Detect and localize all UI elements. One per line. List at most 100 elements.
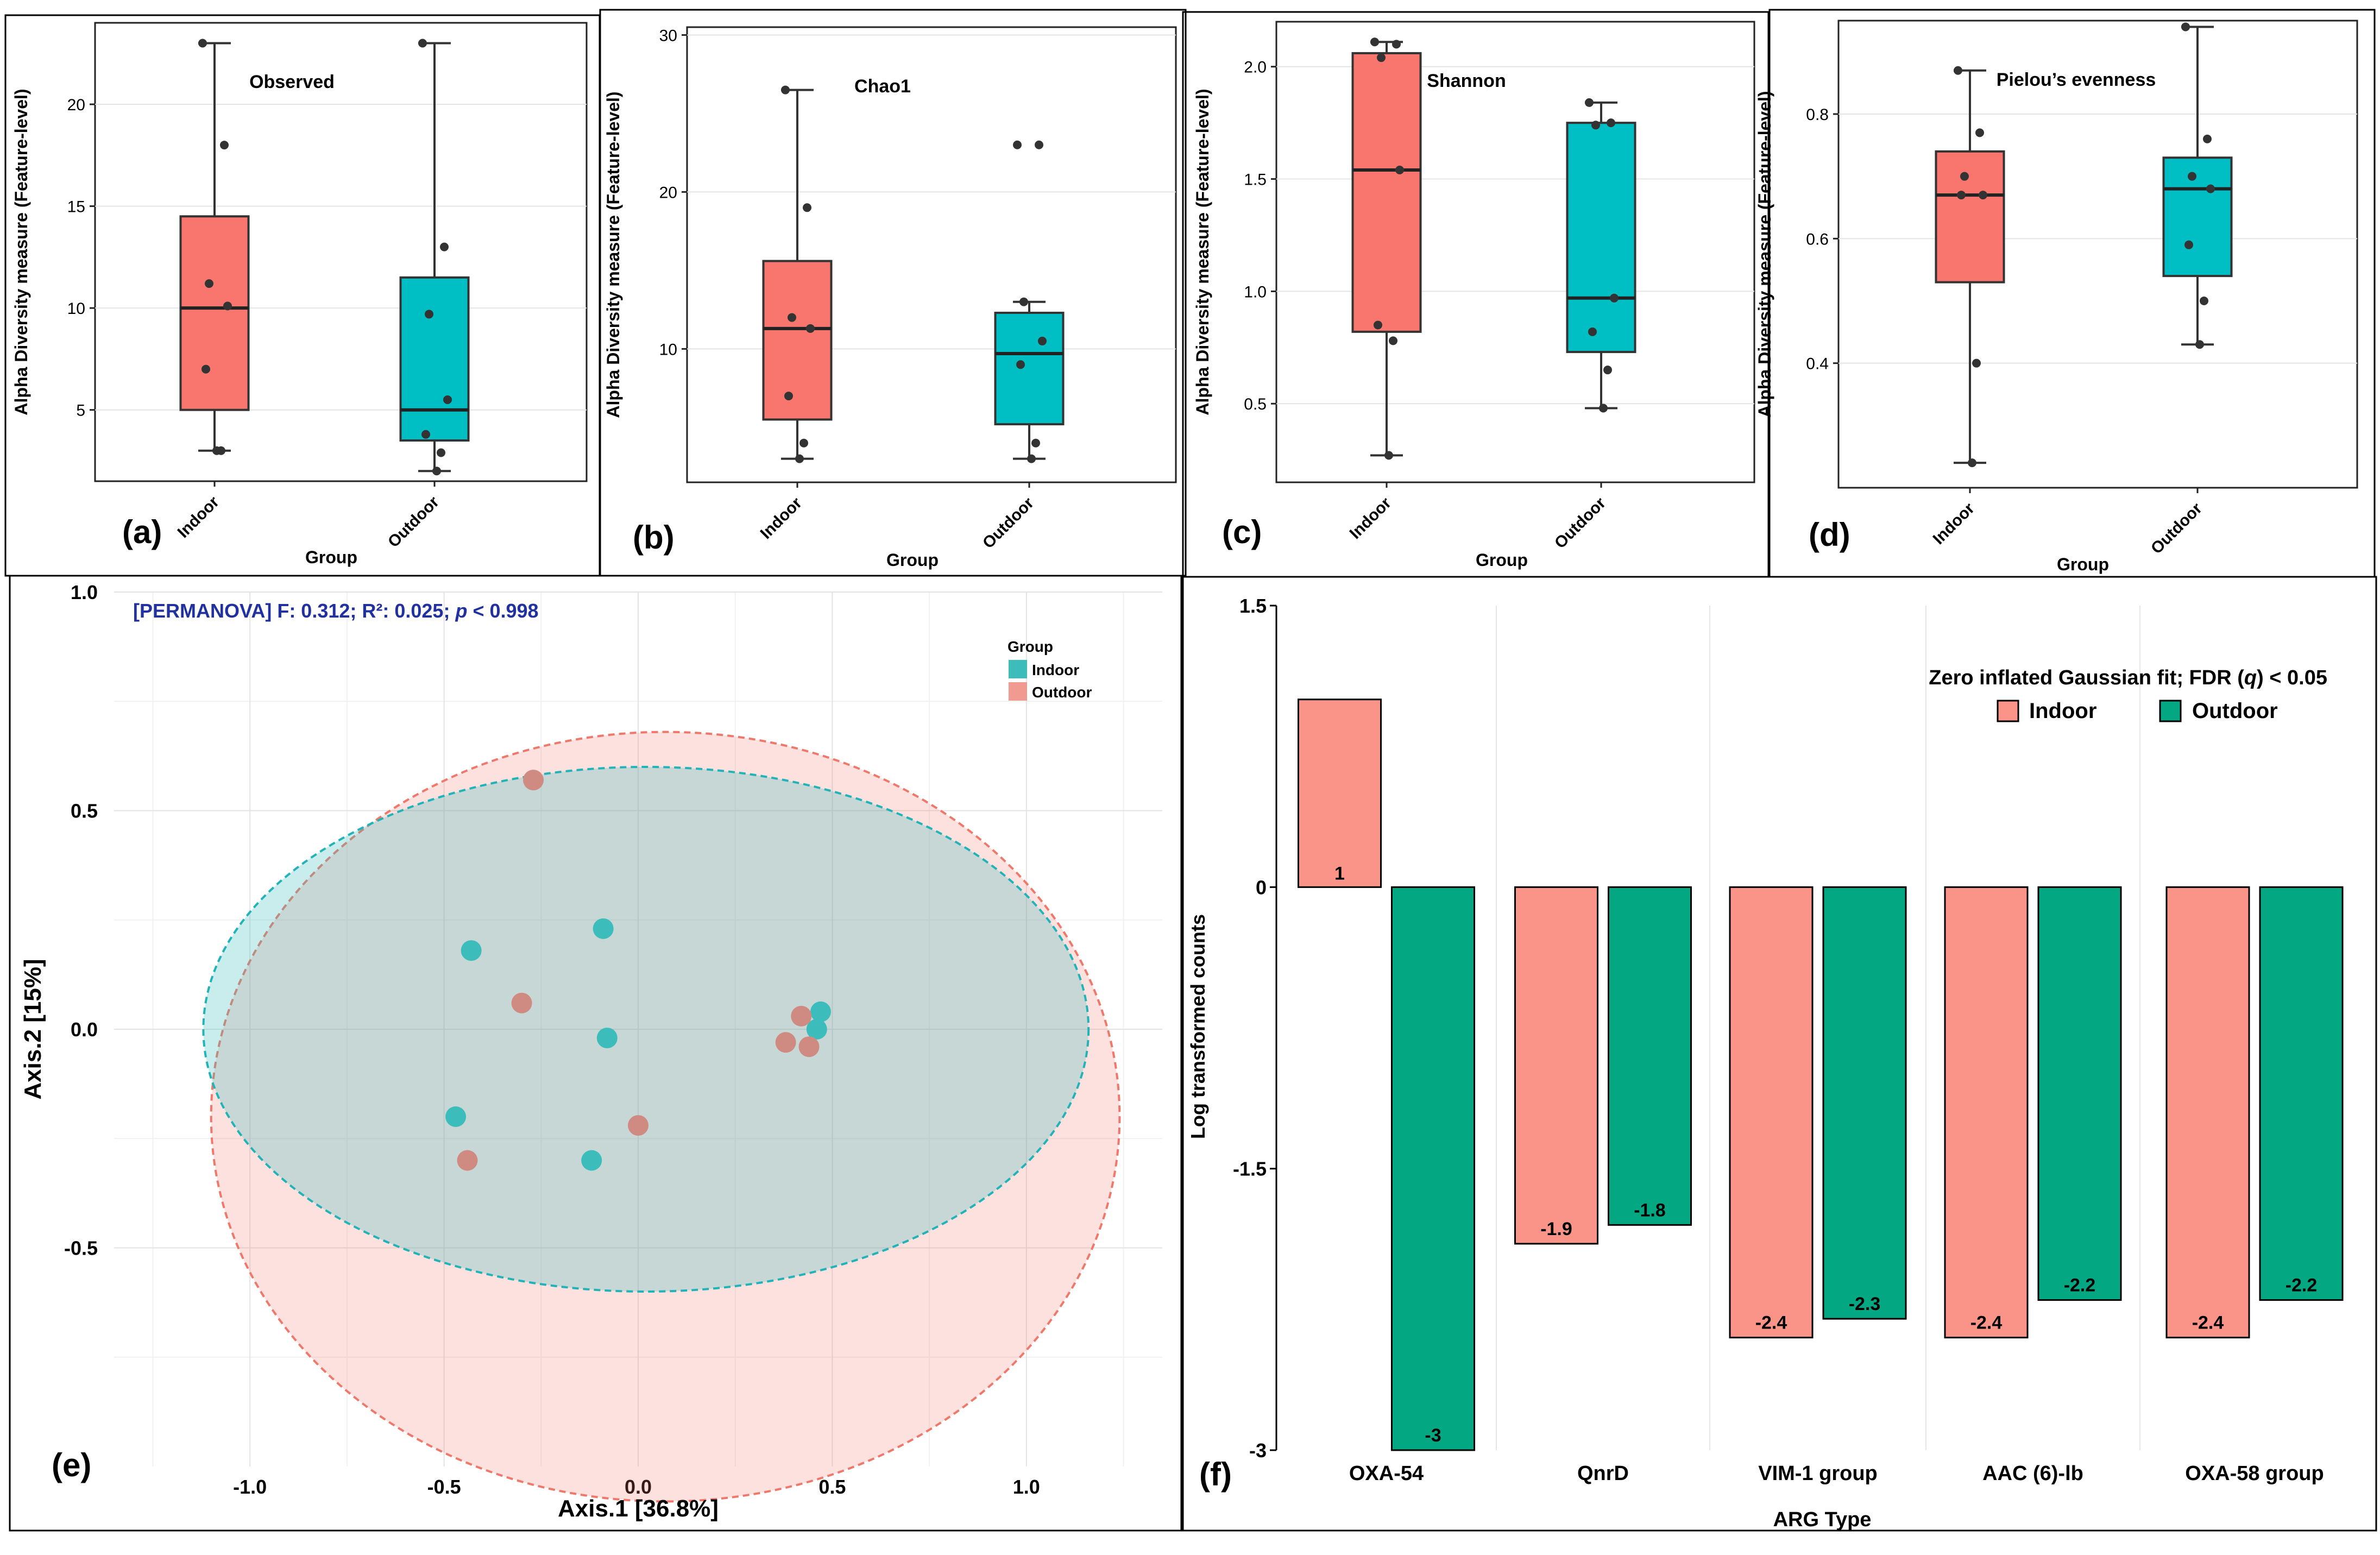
permanova-p-value: < 0.998	[467, 600, 538, 622]
fdr-prefix: Zero inflated Gaussian fit; FDR (	[1929, 666, 2244, 689]
plot-area	[686, 26, 1177, 483]
indoor-sample-point	[445, 1106, 467, 1127]
x-tick-label: AAC (6)-lb	[1982, 1462, 2083, 1485]
bar-value-label: -2.4	[1755, 1313, 1787, 1333]
data-point	[795, 454, 804, 463]
indoor-bar	[1514, 886, 1598, 1245]
outdoor-bar	[2037, 886, 2122, 1301]
y-tick-label: 1.0	[1244, 283, 1267, 301]
data-point	[432, 467, 441, 476]
x-tick-label: 1.0	[1013, 1476, 1040, 1498]
outdoor-sample-point	[523, 770, 544, 791]
y-tick-label: 0.6	[1806, 230, 1829, 248]
data-point	[1013, 140, 1022, 149]
data-point	[1370, 37, 1379, 47]
indoor-sample-point	[593, 918, 614, 939]
x-tick-label: OXA-54	[1349, 1462, 1424, 1485]
x-tick-label: 0.0	[625, 1476, 652, 1498]
data-point	[1395, 166, 1404, 175]
x-tick-label: VIM-1 group	[1758, 1462, 1878, 1485]
boxplot-shannon: 0.5 1.0 1.5 2.0 Indoor Outdoor Shannon Alpha Di…	[1193, 21, 1755, 570]
outdoor-sample-point	[798, 1036, 820, 1057]
data-point	[1591, 121, 1600, 130]
box-outdoor	[2162, 26, 2233, 346]
data-point	[781, 85, 790, 95]
outdoor-bar	[1608, 886, 1692, 1226]
box-indoor	[762, 89, 833, 460]
box-outdoor	[994, 300, 1065, 460]
legend-swatch-outdoor	[2159, 700, 2182, 722]
y-tick-label: -1.5	[1233, 1158, 1267, 1180]
legend-label-indoor: Indoor	[1032, 662, 1079, 678]
fdr-suffix: ) < 0.05	[2257, 666, 2327, 689]
bar-value-label: -2.2	[2064, 1275, 2096, 1296]
permanova-annotation: [PERMANOVA] F: 0.312; R²: 0.025; p < 0.9…	[133, 600, 539, 622]
y-tick-label: 0.0	[71, 1018, 98, 1041]
y-axis-label: Alpha Diversity measure (Feature-level)	[1193, 89, 1212, 415]
data-point	[1027, 454, 1036, 463]
y-tick-label: 5	[76, 402, 85, 420]
box-body	[994, 311, 1065, 426]
data-point	[1585, 98, 1594, 107]
data-point	[1975, 128, 1984, 137]
legend-swatch-indoor	[1009, 660, 1027, 678]
data-point	[425, 310, 433, 319]
x-axis-label: ARG Type	[1773, 1508, 1872, 1531]
data-point	[1374, 320, 1382, 330]
data-point	[1038, 336, 1047, 345]
y-tick-label: 10	[659, 341, 677, 358]
bar-value-label: 1	[1334, 863, 1345, 884]
bar-value-label: -1.8	[1634, 1200, 1666, 1220]
data-point	[803, 203, 811, 212]
y-tick-label: 1.5	[1239, 595, 1267, 617]
data-point	[421, 430, 430, 439]
indoor-bar	[1298, 698, 1382, 888]
x-tick-label: Indoor	[1346, 494, 1395, 543]
data-point	[1968, 458, 1976, 468]
box-outdoor	[1566, 101, 1636, 410]
x-axis-label: Group	[2057, 555, 2109, 574]
outdoor-bar	[2259, 886, 2344, 1301]
legend-swatch-indoor	[1997, 700, 2019, 722]
bar-value-label: -2.4	[1970, 1313, 2003, 1333]
legend-swatch-outdoor	[1009, 682, 1027, 701]
bar-value-label: -3	[1425, 1425, 1441, 1446]
boxplot-observed: 5 10 15 20 Indoor Outdoor Observed Alpha Divers…	[11, 22, 588, 567]
data-point	[2181, 22, 2190, 32]
data-point	[1588, 327, 1597, 336]
pcoa-scatter: -1.0 -0.5 0.0 0.5 1.0 -0.5 0.0 0.5 1.0 [PERMANOVA…	[20, 581, 1162, 1522]
panel-label: (a)	[122, 514, 162, 550]
data-point	[198, 39, 207, 48]
data-point	[1392, 40, 1401, 49]
data-point	[1607, 118, 1615, 128]
outdoor-bar	[1391, 886, 1475, 1451]
y-tick-label: 0.5	[1244, 395, 1267, 413]
panel-label: (d)	[1809, 517, 1850, 553]
boxplot-pielou-s-evenness: 0.4 0.6 0.8 Indoor Outdoor Pielou’s evenness A…	[1755, 20, 2358, 574]
plot-area	[1275, 21, 1755, 483]
indoor-bar	[1729, 886, 1814, 1339]
y-tick-label: 15	[67, 198, 85, 216]
data-point	[1377, 53, 1386, 62]
panel-label: (b)	[633, 519, 675, 556]
panel-title: Pielou’s evenness	[1997, 70, 2156, 90]
bar-value-label: -2.4	[2192, 1313, 2224, 1333]
y-tick-label: 1.0	[71, 581, 98, 603]
x-axis-label: Group	[886, 550, 939, 570]
data-point	[220, 141, 229, 150]
y-tick-label: -3	[1249, 1439, 1267, 1462]
panel-frame	[9, 575, 1182, 1532]
outdoor-sample-point	[511, 992, 532, 1013]
indoor-sample-point	[461, 940, 482, 961]
plot-area	[94, 22, 588, 482]
x-tick-label: -0.5	[427, 1476, 461, 1498]
x-tick-label: Indoor	[757, 494, 806, 543]
legend-label-indoor: Indoor	[2029, 699, 2096, 723]
data-point	[202, 364, 210, 374]
panel-frame	[1182, 576, 2377, 1532]
data-point	[1957, 191, 1966, 200]
data-point	[1610, 293, 1619, 303]
outdoor-bar	[1822, 886, 1907, 1320]
y-tick-label: 2.0	[1244, 59, 1267, 77]
fdr-q-symbol: q	[2244, 666, 2257, 689]
